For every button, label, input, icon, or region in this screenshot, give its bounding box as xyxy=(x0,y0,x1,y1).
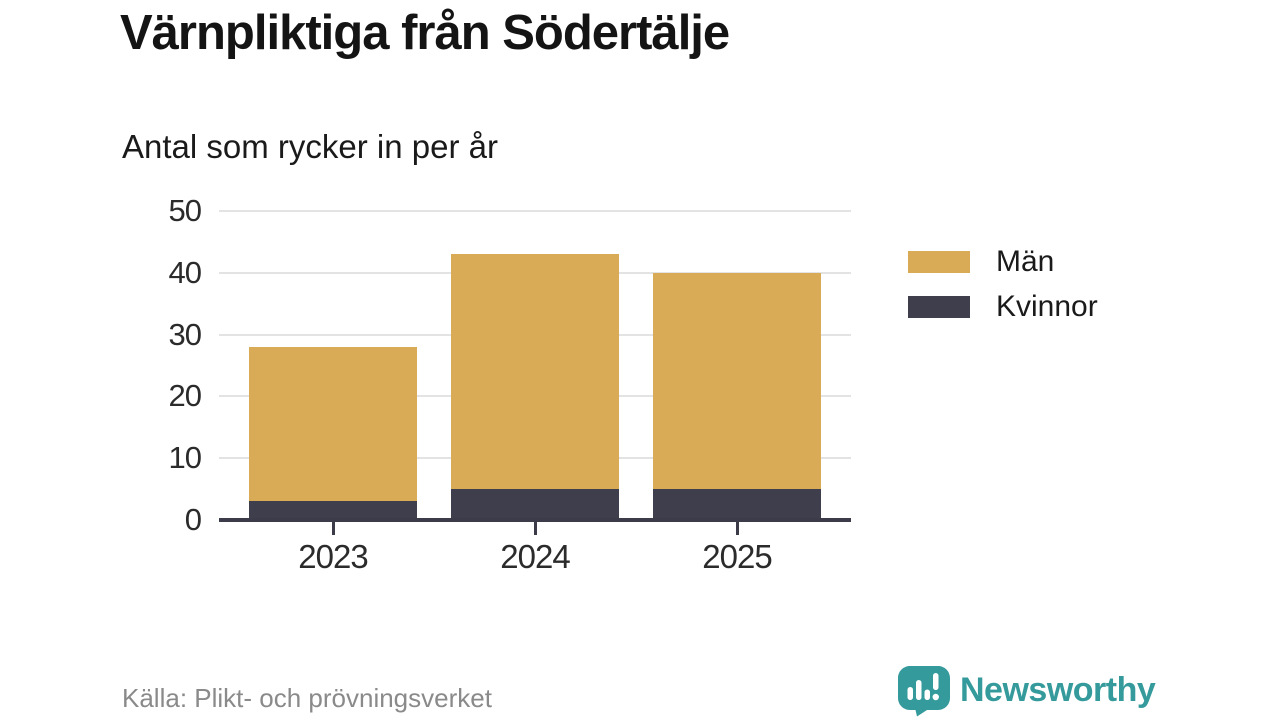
legend-swatch-män xyxy=(908,250,970,273)
legend-label-män: Män xyxy=(996,245,1055,278)
bar-segment-kvinnor-2025 xyxy=(653,489,821,520)
bar-2024 xyxy=(451,254,619,520)
newsworthy-brand: Newsworthy xyxy=(897,664,1156,717)
y-axis-tick-label-20: 20 xyxy=(168,378,202,414)
legend-swatch-kvinnor xyxy=(908,295,970,318)
plot-area: 0 10 20 30 40 50 2023 2024 2025 xyxy=(169,193,851,575)
x-axis-tick-2025 xyxy=(736,522,739,535)
x-axis-tick-2023 xyxy=(332,522,335,535)
legend-label-kvinnor: Kvinnor xyxy=(996,290,1098,323)
bar-2023 xyxy=(249,346,417,520)
x-axis-label-2025: 2025 xyxy=(702,538,772,575)
y-axis-tick-label-10: 10 xyxy=(168,440,202,476)
bar-segment-kvinnor-2024 xyxy=(451,489,619,520)
chart-subtitle: Antal som rycker in per år xyxy=(122,128,498,165)
bar-2025 xyxy=(653,272,821,520)
bar-segment-män-2024 xyxy=(451,254,619,490)
legend: Män Kvinnor xyxy=(908,244,1098,324)
bar-segment-män-2025 xyxy=(653,272,821,490)
x-axis-tick-2024 xyxy=(534,522,537,535)
x-axis-label-2023: 2023 xyxy=(298,538,368,575)
legend-item-män: Män xyxy=(908,244,1098,279)
bar-segment-kvinnor-2023 xyxy=(249,501,417,520)
source-text: Källa: Plikt- och prövningsverket xyxy=(122,683,492,713)
brand-name: Newsworthy xyxy=(960,671,1156,709)
gridline-50 xyxy=(219,210,851,212)
newsworthy-logo-icon xyxy=(898,666,950,717)
y-axis-tick-label-40: 40 xyxy=(168,254,202,290)
y-axis-tick-label-50: 50 xyxy=(168,193,202,228)
x-axis-line xyxy=(219,518,851,522)
x-axis-label-2024: 2024 xyxy=(500,538,570,575)
chart-title: Värnpliktiga från Södertälje xyxy=(120,6,730,60)
legend-item-kvinnor: Kvinnor xyxy=(908,289,1098,324)
bar-segment-män-2023 xyxy=(249,346,417,502)
y-axis-tick-label-0: 0 xyxy=(184,502,202,537)
y-axis-tick-label-30: 30 xyxy=(168,316,202,352)
